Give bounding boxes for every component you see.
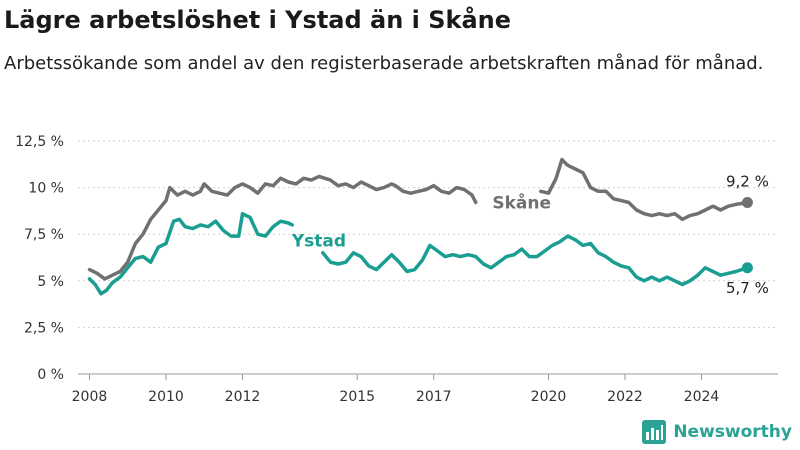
x-tick-label: 2012: [225, 389, 261, 405]
brand-logo[interactable]: Newsworthy: [641, 419, 792, 445]
series-line-ystad: [87, 211, 750, 296]
series-name-label-ystad: Ystad: [291, 232, 346, 252]
series-end-point-ystad: [741, 262, 753, 274]
series-name-label-skåne: Skåne: [492, 192, 551, 214]
y-tick-label: 10 %: [28, 181, 64, 197]
chart-subtitle: Arbetssökande som andel av den registerb…: [4, 53, 764, 74]
x-tick-label: 2020: [531, 389, 567, 405]
gridlines: [78, 140, 778, 375]
y-tick-label: 5 %: [37, 274, 64, 290]
series-end-point-skåne: [741, 197, 753, 209]
series-end-label-ystad: 5,7 %: [726, 279, 769, 297]
chart-labels: 9,2 % 5,7 % Skåne Ystad: [291, 173, 769, 297]
axes: 0 % 2,5 % 5 % 7,5 % 10 % 12,5 % 2008 2010 2012 20…: [15, 134, 719, 405]
y-tick-label: 0 %: [37, 367, 64, 383]
x-tick-label: 2015: [339, 389, 375, 405]
y-tick-label: 12,5 %: [15, 134, 64, 150]
series-line-skåne: [87, 157, 750, 281]
bar-chart-logo-icon: [642, 420, 667, 444]
series-lines: [87, 157, 753, 296]
x-tick-label: 2010: [148, 389, 184, 405]
series-end-label-skåne: 9,2 %: [726, 173, 769, 191]
y-tick-label: 7,5 %: [24, 227, 64, 243]
y-tick-label: 2,5 %: [24, 320, 64, 336]
x-tick-label: 2022: [607, 389, 643, 405]
x-tick-label: 2008: [72, 389, 108, 405]
x-tick-label: 2024: [684, 389, 720, 405]
chart-title: Lägre arbetslöshet i Ystad än i Skåne: [4, 6, 512, 34]
brand-name: Newsworthy: [673, 422, 792, 442]
x-tick-label: 2017: [416, 389, 452, 405]
